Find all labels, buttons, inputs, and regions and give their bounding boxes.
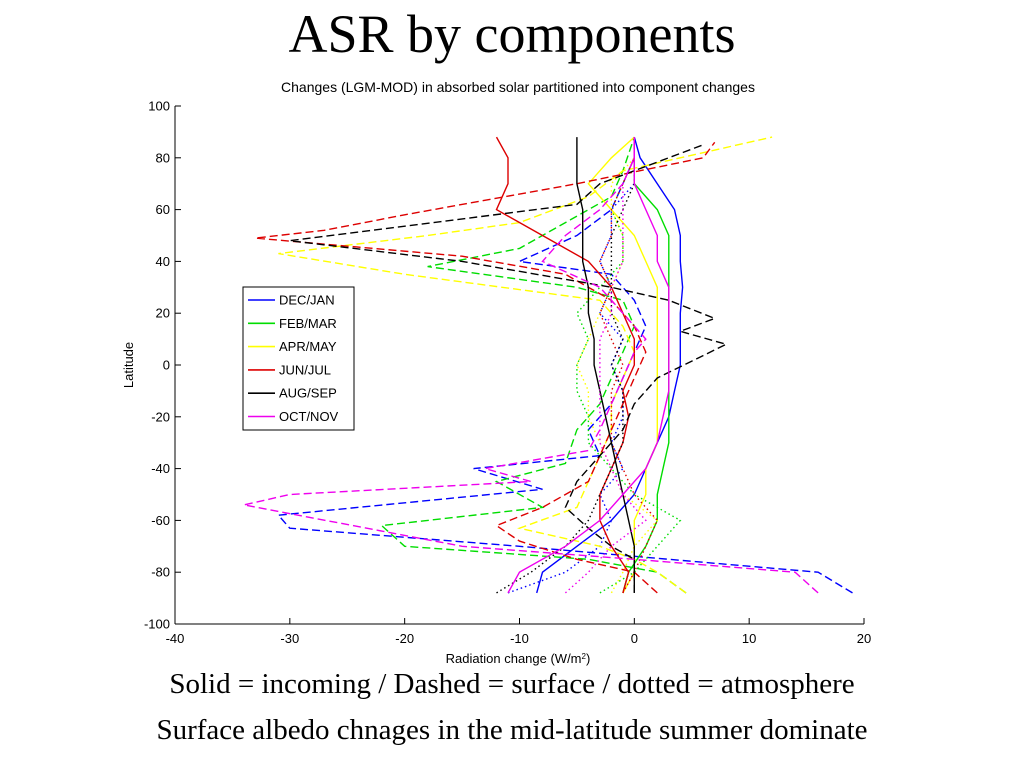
caption-summary: Surface albedo chnages in the mid-latitu… (156, 714, 868, 746)
legend: DEC/JAN FEB/MAR APR/MAY JUN/JUL AUG/SEP OCT/N… (242, 286, 355, 431)
legend-label: AUG/SEP (279, 386, 337, 401)
y-axis-label: Latitude (121, 342, 136, 388)
asr-chart: Changes (LGM-MOD) in absorbed solar part… (121, 79, 871, 666)
y-tick-label: -20 (151, 409, 170, 424)
x-tick-label: 0 (631, 631, 638, 646)
legend-label: APR/MAY (279, 339, 337, 354)
series-oct-nov-incoming (507, 137, 670, 594)
series-aug-sep-surface (289, 144, 729, 593)
legend-label: JUN/JUL (279, 362, 331, 377)
y-tick-label: 60 (156, 202, 170, 217)
y-tick-label: 100 (148, 99, 170, 114)
y-tick-label: -80 (151, 565, 170, 580)
x-axis-label-superscript: 2 (582, 652, 587, 661)
x-axis-label-main: Radiation change (W/m (446, 651, 582, 666)
y-tick-label: 40 (156, 254, 170, 269)
x-tick-label: -30 (280, 631, 299, 646)
x-tick-label: -40 (166, 631, 185, 646)
x-tick-label: 10 (742, 631, 756, 646)
x-tick-label: 20 (857, 631, 871, 646)
slide-title: ASR by components (288, 4, 736, 64)
axes-layer: -40 -30 -20 -10 0 10 20-100-80-60-40-200204060… (144, 99, 871, 647)
y-tick-label: -60 (151, 513, 170, 528)
legend-label: DEC/JAN (279, 293, 335, 308)
y-tick-label: 80 (156, 150, 170, 165)
legend-label: FEB/MAR (279, 316, 337, 331)
series-layer (243, 136, 853, 594)
x-tick-label: -10 (510, 631, 529, 646)
y-tick-label: 20 (156, 306, 170, 321)
series-feb-mar-surface (380, 136, 687, 594)
series-jun-jul-atmosphere (599, 137, 659, 594)
series-dec-jan-incoming (536, 136, 684, 594)
caption-line-styles: Solid = incoming / Dashed = surface / do… (169, 668, 855, 700)
x-axis-label: Radiation change (W/m2) (446, 651, 591, 666)
legend-label: OCT/NOV (279, 409, 339, 424)
chart-title: Changes (LGM-MOD) in absorbed solar part… (281, 79, 755, 95)
y-tick-label: -40 (151, 461, 170, 476)
series-oct-nov-surface (243, 137, 819, 594)
series-jun-jul-surface (255, 141, 716, 594)
x-tick-label: -20 (395, 631, 414, 646)
y-tick-label: -100 (144, 617, 170, 632)
y-tick-label: 0 (163, 358, 170, 373)
series-dec-jan-atmosphere (507, 137, 635, 594)
series-aug-sep-incoming (576, 137, 635, 593)
x-axis-label-suffix: ) (586, 651, 590, 666)
series-oct-nov-atmosphere (564, 137, 647, 594)
legend-box (242, 286, 355, 431)
